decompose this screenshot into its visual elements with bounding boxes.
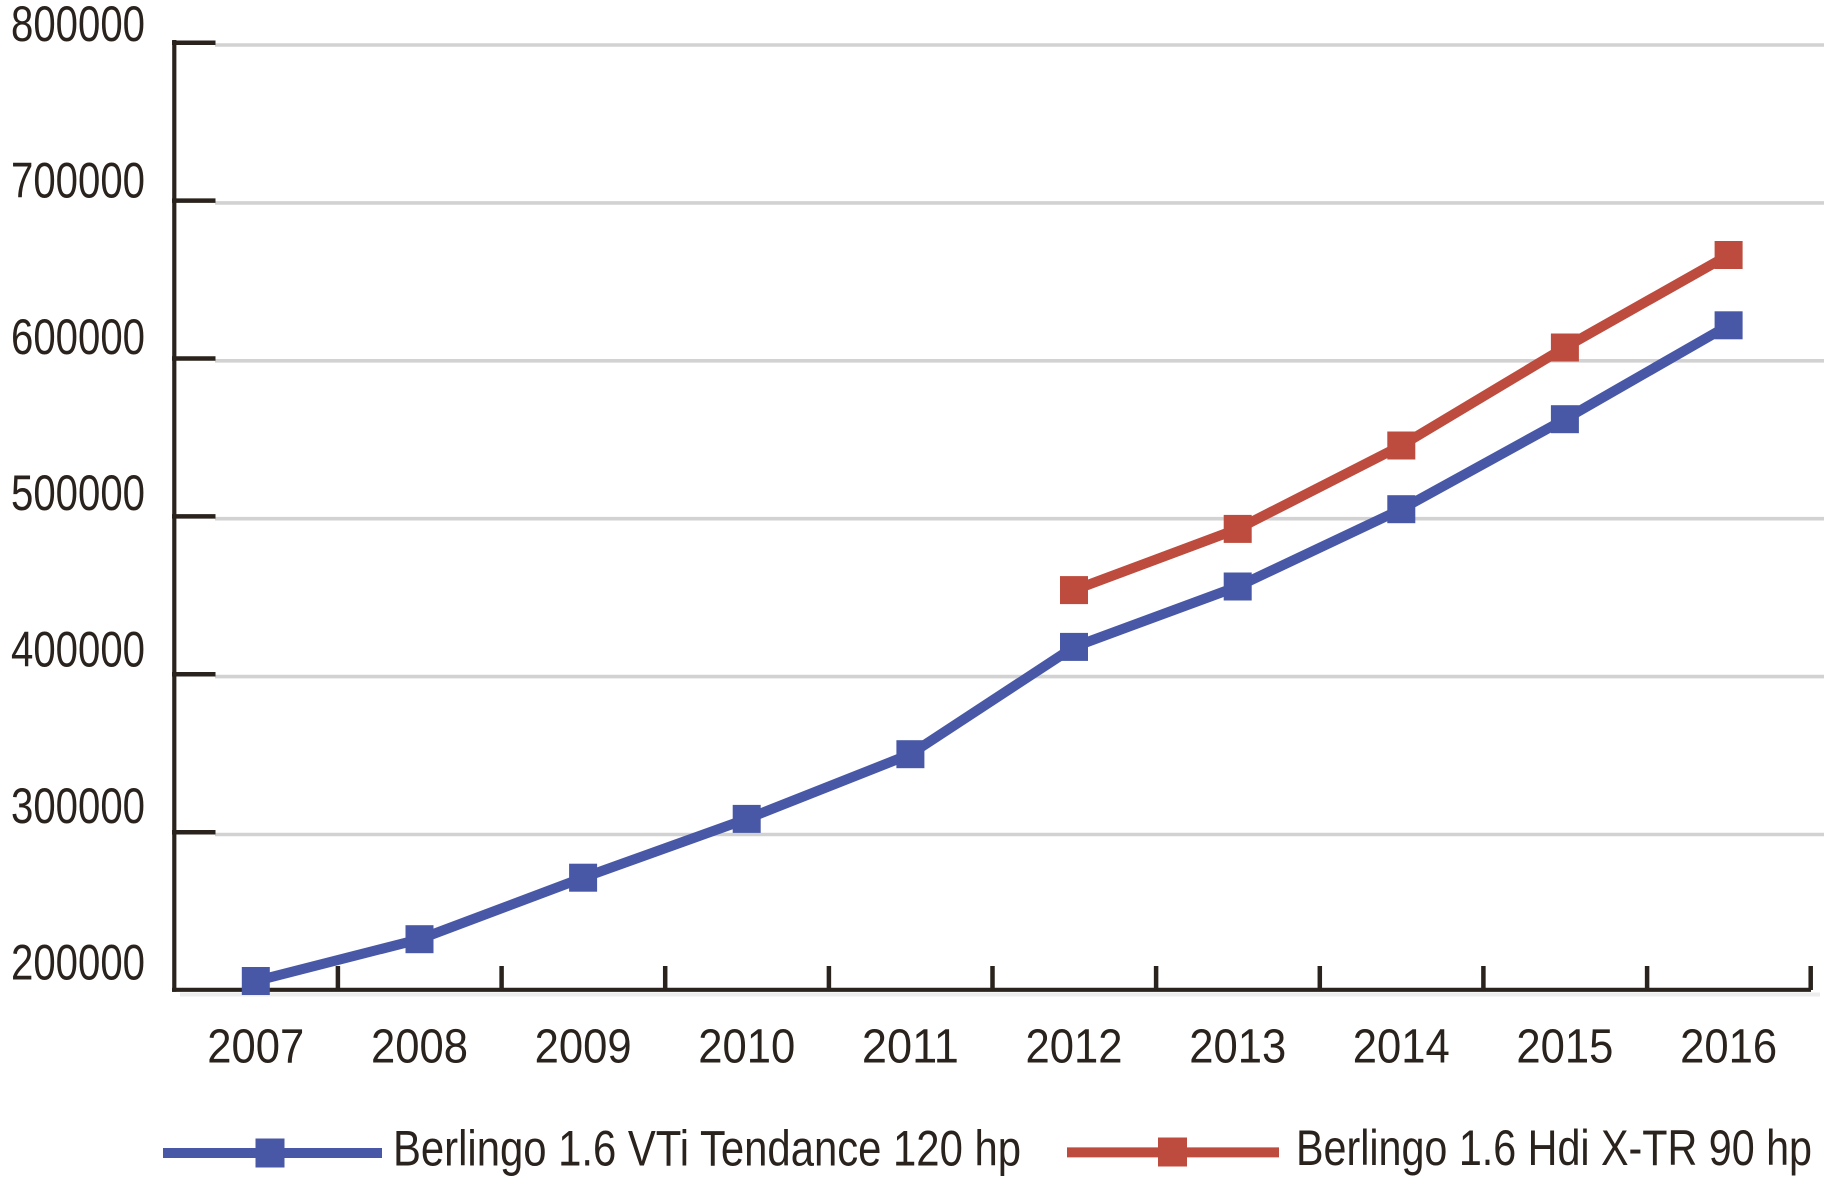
svg-text:2010: 2010 <box>698 1021 795 1074</box>
svg-text:800000: 800000 <box>11 0 145 52</box>
svg-text:400000: 400000 <box>11 622 145 678</box>
svg-text:600000: 600000 <box>11 309 145 365</box>
svg-text:2007: 2007 <box>207 1021 304 1074</box>
svg-text:700000: 700000 <box>11 152 145 208</box>
svg-text:300000: 300000 <box>11 778 145 834</box>
svg-text:Berlingo 1.6 VTi Tendance 120: Berlingo 1.6 VTi Tendance 120 hp <box>393 1121 1021 1177</box>
svg-text:2016: 2016 <box>1680 1021 1777 1074</box>
svg-text:500000: 500000 <box>11 465 145 521</box>
svg-text:2008: 2008 <box>371 1021 468 1074</box>
svg-text:2013: 2013 <box>1189 1021 1286 1074</box>
svg-text:2012: 2012 <box>1026 1021 1123 1074</box>
svg-text:Berlingo 1.6 Hdi X-TR 90 hp: Berlingo 1.6 Hdi X-TR 90 hp <box>1296 1120 1812 1176</box>
svg-text:200000: 200000 <box>11 934 145 990</box>
svg-text:2015: 2015 <box>1516 1021 1613 1074</box>
svg-text:2011: 2011 <box>862 1021 959 1074</box>
svg-text:2014: 2014 <box>1353 1021 1450 1074</box>
svg-text:2009: 2009 <box>535 1021 632 1074</box>
